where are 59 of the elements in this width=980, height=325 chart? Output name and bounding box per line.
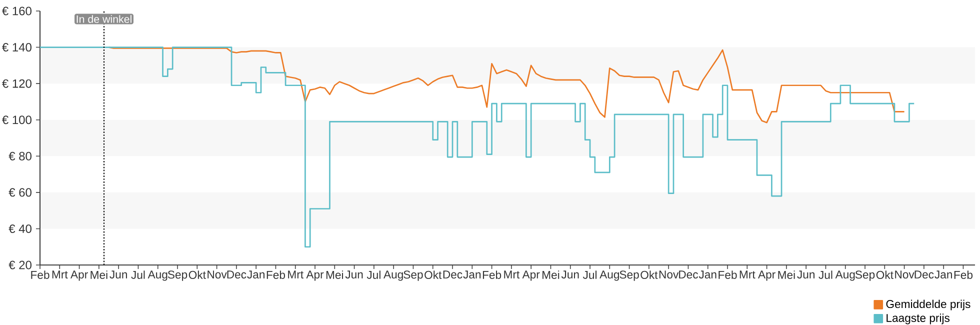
x-tick-label: Feb <box>482 270 502 279</box>
x-tick-label: Mei <box>542 270 560 279</box>
x-tick-label: Mei <box>778 270 795 279</box>
legend-label: Laagste prijs <box>886 314 950 324</box>
x-tick-label: Okt <box>424 270 442 279</box>
x-tick-label: Jun <box>797 270 814 279</box>
x-tick-label: Jul <box>366 270 380 279</box>
x-tick-label: Jun <box>561 270 579 279</box>
x-tick-label: Aug <box>835 270 855 281</box>
x-tick-label: Nov <box>895 270 914 279</box>
y-tick-label: € 120 <box>2 79 32 88</box>
x-tick-label: Okt <box>640 270 658 279</box>
y-tick-label: € 60 <box>8 188 32 197</box>
x-tick-label: Aug <box>148 270 168 281</box>
x-tick-label: Jan <box>463 270 481 279</box>
x-tick-label: Mrt <box>740 270 756 278</box>
y-tick-label: € 80 <box>8 152 32 160</box>
x-tick-label: Apr <box>306 270 324 281</box>
x-tick-label: Nov <box>208 270 227 279</box>
x-tick-label: Nov <box>659 270 679 279</box>
annotation: In de winkel <box>76 15 132 23</box>
x-tick-label: Sep <box>855 270 875 281</box>
x-tick-label: Okt <box>876 270 894 279</box>
x-tick-label: Apr <box>70 270 88 281</box>
x-tick-label: Mrt <box>504 270 520 278</box>
x-tick-label: Jul <box>582 270 596 279</box>
x-tick-label: Okt <box>188 270 206 279</box>
x-tick-label: Mei <box>90 270 108 279</box>
x-tick-label: Jan <box>698 270 716 279</box>
x-tick-label: Feb <box>718 270 737 279</box>
x-tick-label: Sep <box>620 270 639 281</box>
x-tick-label: Mei <box>326 270 344 279</box>
x-tick-label: Dec <box>914 270 934 279</box>
y-tick-label: € 40 <box>8 224 32 233</box>
x-tick-label: Feb <box>31 270 50 279</box>
x-tick-label: Mrt <box>288 270 304 278</box>
legend-label: Gemiddelde prijs <box>886 300 970 310</box>
x-tick-label: Mrt <box>52 270 68 278</box>
x-tick-label: Jun <box>345 270 363 279</box>
x-tick-label: Aug <box>600 270 620 281</box>
y-tick-label: € 160 <box>2 6 32 16</box>
x-tick-label: Jul <box>818 270 832 279</box>
x-tick-label: Feb <box>266 270 286 279</box>
x-tick-label: Jan <box>934 270 952 279</box>
x-tick-label: Feb <box>954 270 973 279</box>
x-tick-label: Jul <box>131 270 145 279</box>
x-tick-label: Aug <box>384 270 403 281</box>
x-tick-label: Apr <box>758 270 776 281</box>
x-tick-label: Dec <box>227 270 246 279</box>
x-tick-label: Apr <box>522 270 540 281</box>
x-tick-label: Jan <box>247 270 264 279</box>
x-tick-label: Jun <box>110 270 127 279</box>
x-tick-label: Dec <box>679 270 698 279</box>
y-tick-label: € 140 <box>2 43 32 52</box>
x-tick-label: Dec <box>443 270 462 279</box>
x-tick-label: Sep <box>168 270 188 281</box>
y-tick-label: € 100 <box>2 116 32 124</box>
x-tick-label: Sep <box>404 270 423 281</box>
y-tick-label: € 20 <box>8 260 32 270</box>
